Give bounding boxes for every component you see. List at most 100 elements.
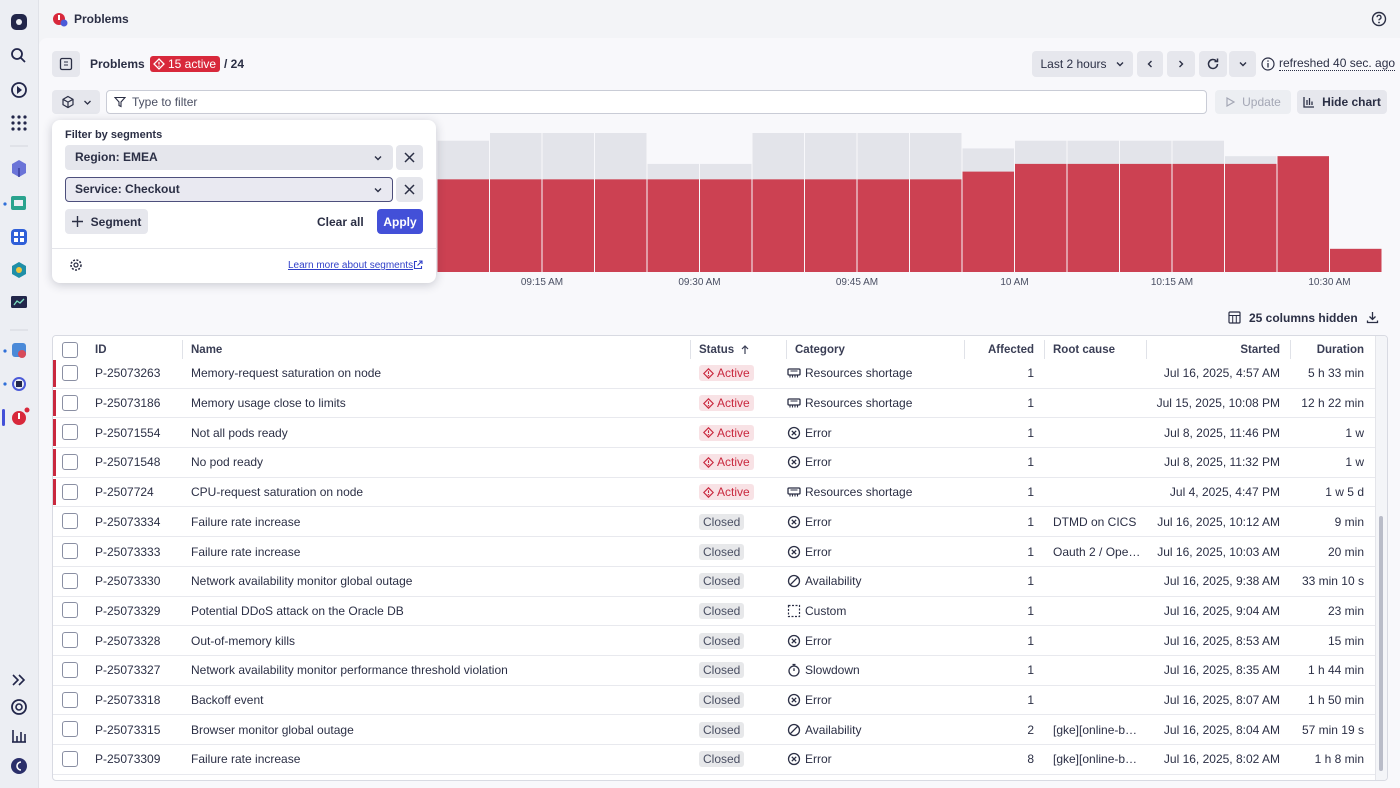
rect [788,488,800,494]
problem-name[interactable]: Memory usage close to limits [191,395,346,411]
row-checkbox[interactable] [62,424,78,440]
row-checkbox[interactable] [62,395,78,411]
nav-icon[interactable] [12,700,26,714]
row-checkbox[interactable] [62,632,78,648]
duration: 57 min 19 s [1302,722,1364,738]
x-tick-label: 09:15 AM [521,277,563,288]
active-indicator [53,419,56,446]
rect [16,381,22,387]
row-checkbox[interactable] [62,454,78,470]
status-label: Closed [703,722,740,738]
segment-select[interactable]: Region: EMEA [65,145,393,170]
row-checkbox[interactable] [62,365,78,381]
column-header[interactable]: Duration [1317,342,1364,358]
problem-name[interactable]: Browser monitor global outage [191,722,354,738]
row-checkbox[interactable] [62,513,78,529]
problem-name[interactable]: Out-of-memory kills [191,633,295,649]
row-checkbox[interactable] [62,751,78,767]
problem-name[interactable]: Not all pods ready [191,425,288,441]
table-row[interactable]: P-25073318Backoff eventClosedError1Jul 1… [53,686,1375,716]
nav-icon[interactable] [13,675,24,685]
active-indicator [53,449,56,476]
problem-id: P-25073309 [95,751,160,767]
column-separator [1290,340,1291,359]
column-separator [182,340,183,359]
table-row[interactable]: P-25073333Failure rate increaseClosedErr… [53,537,1375,567]
table-row[interactable]: P-25073327Network availability monitor p… [53,656,1375,686]
user-avatar[interactable] [11,758,27,774]
remove-segment-button[interactable] [396,145,423,170]
category-label: Error [805,514,832,530]
table-row[interactable]: P-25073330Network availability monitor g… [53,567,1375,597]
table-row[interactable]: P-25071554Not all pods readyActiveError1… [53,418,1375,448]
table-row[interactable]: P-25071548No pod readyActiveError1Jul 8,… [53,448,1375,478]
download-icon[interactable] [1366,311,1379,324]
x-tick-label: 10:30 AM [1308,277,1350,288]
problem-name[interactable]: Failure rate increase [191,544,300,560]
started-time: Jul 15, 2025, 10:08 PM [1157,395,1280,411]
sort-icon [741,345,749,355]
learn-more-link[interactable]: Learn more about segments [288,258,413,274]
column-header[interactable]: ID [95,342,107,358]
row-checkbox[interactable] [62,602,78,618]
category-label: Availability [805,722,861,738]
column-header[interactable]: Category [795,342,845,358]
app-icon[interactable] [3,343,26,358]
bar [753,179,805,272]
row-checkbox[interactable] [62,721,78,737]
clear-all-button[interactable]: Clear all [317,214,364,230]
table-row[interactable]: P-25073329Potential DDoS attack on the O… [53,597,1375,627]
segment-select[interactable]: Service: Checkout [65,177,393,202]
row-checkbox[interactable] [62,692,78,708]
path [375,157,381,160]
column-header[interactable]: Status [699,342,734,358]
row-checkbox[interactable] [62,573,78,589]
path [405,153,414,162]
table-row[interactable]: P-25073186Memory usage close to limitsAc… [53,389,1375,419]
table-row[interactable]: P-25073263Memory-request saturation on n… [53,359,1375,389]
row-checkbox[interactable] [62,543,78,559]
problem-name[interactable]: Failure rate increase [191,514,300,530]
problem-name[interactable]: Memory-request saturation on node [191,365,381,381]
affected-count: 1 [1027,662,1034,678]
problem-name[interactable]: Failure rate increase [191,751,300,767]
category-icon [787,752,801,766]
problem-name[interactable]: Backoff event [191,692,264,708]
circle [708,464,709,465]
table-row[interactable]: P-25073334Failure rate increaseClosedErr… [53,508,1375,538]
problem-name[interactable]: CPU-request saturation on node [191,484,363,500]
problem-name[interactable]: Potential DDoS attack on the Oracle DB [191,603,404,619]
affected-count: 1 [1027,395,1034,411]
column-header[interactable]: Started [1240,342,1280,358]
row-checkbox[interactable] [62,484,78,500]
remove-segment-button[interactable] [396,177,423,202]
problem-name[interactable]: Network availability monitor performance… [191,662,508,678]
started-time: Jul 8, 2025, 11:32 PM [1164,454,1280,470]
column-header[interactable]: Root cause [1053,342,1115,358]
column-header[interactable]: Name [191,342,222,358]
scrollbar-thumb [1379,516,1383,771]
settings-icon[interactable] [69,258,83,272]
table-row[interactable]: P-25073309Failure rate increaseClosedErr… [53,745,1375,775]
select-all-checkbox[interactable] [62,342,78,358]
problem-id: P-25073328 [95,633,160,649]
add-segment-button[interactable]: Segment [65,209,148,234]
row-checkbox[interactable] [62,662,78,678]
app-icon[interactable] [3,378,25,390]
table-row[interactable]: P-25073315Browser monitor global outageC… [53,715,1375,745]
table-row[interactable]: P-2507724CPU-request saturation on nodeA… [53,478,1375,508]
nav-icon[interactable] [12,730,26,742]
apply-button[interactable]: Apply [377,209,423,234]
problem-name[interactable]: Network availability monitor global outa… [191,573,412,589]
x-tick-label: 10:15 AM [1151,277,1193,288]
hidden-columns-button[interactable]: 25 columns hidden [1249,310,1358,326]
app-icon-active[interactable] [2,408,30,427]
problem-name[interactable]: No pod ready [191,454,263,470]
table-row[interactable]: P-25073328Out-of-memory killsClosedError… [53,626,1375,656]
column-header[interactable]: Affected [988,342,1034,358]
affected-count: 1 [1027,633,1034,649]
affected-count: 1 [1027,365,1034,381]
path [790,726,798,734]
bar [490,179,542,272]
category-label: Availability [805,573,861,589]
